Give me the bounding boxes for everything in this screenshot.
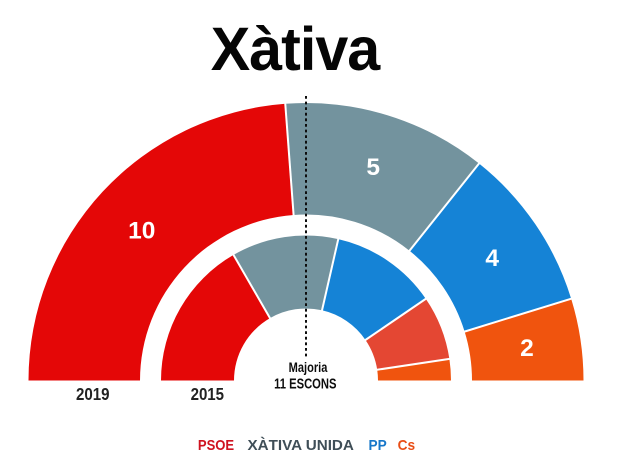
svg-text:2015: 2015: [191, 385, 224, 404]
svg-text:10: 10: [128, 217, 155, 244]
svg-text:XÀTIVA UNIDA: XÀTIVA UNIDA: [248, 437, 354, 454]
svg-text:11 ESCONS: 11 ESCONS: [274, 375, 337, 392]
svg-text:2: 2: [520, 335, 534, 362]
svg-text:Majoria: Majoria: [289, 360, 329, 376]
svg-text:5: 5: [366, 154, 380, 181]
svg-text:PSOE: PSOE: [198, 437, 234, 454]
svg-text:Cs: Cs: [398, 437, 415, 454]
svg-text:4: 4: [485, 245, 499, 272]
svg-text:PP: PP: [368, 437, 387, 454]
svg-text:2019: 2019: [76, 385, 109, 404]
